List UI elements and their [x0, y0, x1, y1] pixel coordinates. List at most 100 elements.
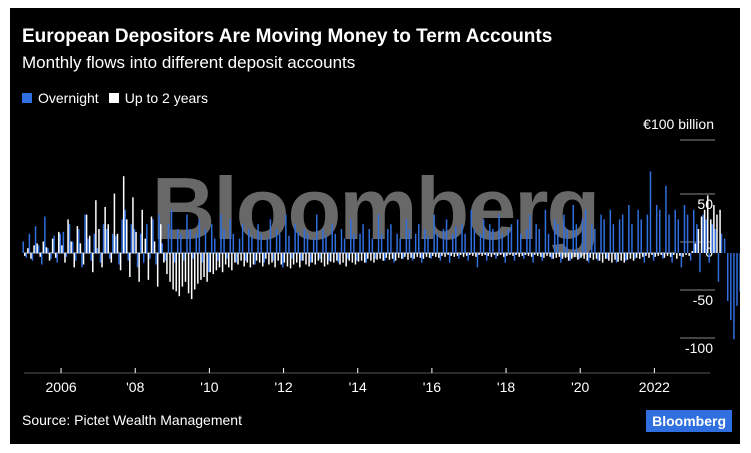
bar-overnight-189 — [606, 253, 608, 259]
bar-up-to-2-years-181 — [583, 253, 585, 259]
bar-overnight-207 — [662, 253, 664, 259]
bar-up-to-2-years-188 — [604, 253, 607, 259]
bar-up-to-2-years-31 — [119, 253, 122, 271]
bar-overnight-77 — [260, 233, 262, 253]
bar-overnight-20 — [84, 214, 86, 253]
bar-up-to-2-years-123 — [404, 253, 406, 257]
bar-overnight-185 — [594, 229, 596, 253]
bar-overnight-195 — [625, 253, 627, 261]
bar-up-to-2-years-25 — [101, 253, 103, 268]
chart-subtitle: Monthly flows into different deposit acc… — [22, 53, 356, 72]
x-tick-label-4: '14 — [349, 379, 367, 395]
bar-up-to-2-years-54 — [190, 253, 193, 300]
bar-overnight-141 — [458, 253, 460, 259]
bar-overnight-199 — [637, 209, 639, 253]
bar-up-to-2-years-3 — [33, 245, 35, 253]
bar-up-to-2-years-135 — [441, 253, 443, 256]
bar-overnight-9 — [50, 253, 52, 259]
bar-overnight-124 — [405, 219, 408, 253]
bar-up-to-2-years-183 — [589, 253, 592, 258]
bar-overnight-17 — [74, 253, 77, 261]
bar-up-to-2-years-110 — [363, 253, 366, 263]
bar-overnight-178 — [572, 205, 574, 253]
bar-overnight-111 — [365, 253, 367, 263]
bar-up-to-2-years-91 — [305, 253, 307, 265]
bar-overnight-197 — [631, 224, 633, 253]
bar-overnight-95 — [316, 214, 318, 253]
bar-overnight-143 — [464, 233, 466, 253]
bar-up-to-2-years-206 — [660, 253, 663, 255]
bar-overnight-50 — [176, 229, 179, 253]
bar-overnight-79 — [266, 238, 269, 253]
bar-up-to-2-years-56 — [197, 253, 199, 284]
bar-overnight-90 — [300, 253, 303, 261]
bar-overnight-130 — [424, 229, 426, 253]
bar-up-to-2-years-195 — [626, 253, 629, 260]
bar-up-to-2-years-35 — [132, 197, 134, 253]
bar-up-to-2-years-179 — [577, 253, 579, 260]
bar-overnight-154 — [498, 214, 500, 253]
bar-up-to-2-years-155 — [503, 253, 505, 257]
y-tick-label-2: -50 — [693, 292, 713, 308]
bar-up-to-2-years-221 — [706, 195, 709, 253]
bar-overnight-144 — [467, 253, 469, 261]
bar-overnight-165 — [532, 253, 534, 263]
bar-up-to-2-years-34 — [129, 253, 131, 277]
bar-overnight-72 — [244, 253, 247, 261]
bar-overnight-162 — [523, 253, 525, 259]
bar-overnight-188 — [603, 219, 605, 253]
bar-overnight-37 — [136, 253, 139, 268]
bar-overnight-76 — [257, 224, 259, 253]
bar-up-to-2-years-29 — [113, 193, 116, 253]
bar-up-to-2-years-140 — [456, 253, 459, 256]
legend-item-up-to-2-years: Up to 2 years — [108, 90, 208, 106]
bar-overnight-148 — [479, 233, 482, 253]
bar-up-to-2-years-52 — [184, 253, 187, 282]
bar-up-to-2-years-45 — [163, 253, 165, 263]
bar-overnight-86 — [288, 235, 290, 253]
bar-up-to-2-years-203 — [651, 253, 653, 255]
bar-up-to-2-years-47 — [169, 253, 171, 282]
bar-overnight-126 — [411, 253, 414, 261]
bar-up-to-2-years-167 — [540, 253, 542, 257]
bar-overnight-88 — [294, 224, 296, 253]
bar-up-to-2-years-73 — [249, 253, 252, 268]
bar-overnight-174 — [560, 253, 562, 263]
bar-up-to-2-years-223 — [713, 205, 715, 253]
bar-overnight-180 — [578, 253, 581, 259]
bar-overnight-31 — [118, 253, 120, 265]
bar-up-to-2-years-32 — [122, 176, 125, 253]
bar-overnight-73 — [248, 229, 250, 253]
bar-overnight-196 — [628, 205, 630, 253]
bar-up-to-2-years-108 — [357, 253, 360, 262]
bar-overnight-85 — [285, 214, 287, 253]
bar-overnight-115 — [377, 214, 380, 253]
x-tick-label-6: '18 — [497, 379, 515, 395]
bar-overnight-181 — [581, 219, 584, 253]
bar-up-to-2-years-39 — [144, 238, 147, 253]
bar-up-to-2-years-41 — [150, 216, 153, 253]
bar-up-to-2-years-210 — [672, 253, 675, 255]
legend-swatch-overnight — [22, 93, 32, 103]
bar-up-to-2-years-19 — [82, 253, 85, 265]
bar-overnight-184 — [591, 224, 593, 253]
bar-overnight-225 — [717, 253, 720, 282]
bar-overnight-173 — [557, 224, 559, 253]
bar-up-to-2-years-187 — [601, 253, 604, 263]
bar-overnight-161 — [519, 233, 522, 253]
bar-overnight-123 — [402, 253, 405, 259]
bar-up-to-2-years-191 — [614, 253, 616, 260]
bar-up-to-2-years-115 — [379, 253, 381, 259]
bar-up-to-2-years-201 — [645, 253, 647, 256]
bar-overnight-133 — [433, 214, 435, 253]
bar-up-to-2-years-205 — [657, 253, 660, 256]
bar-up-to-2-years-18 — [79, 243, 82, 253]
bar-overnight-182 — [584, 209, 587, 253]
x-tick-label-2: '10 — [200, 379, 218, 395]
bar-overnight-119 — [390, 224, 392, 253]
bar-up-to-2-years-114 — [376, 253, 378, 260]
bar-up-to-2-years-38 — [141, 209, 143, 253]
bar-up-to-2-years-196 — [629, 253, 632, 259]
bar-overnight-10 — [53, 235, 55, 253]
bar-overnight-28 — [108, 253, 111, 259]
